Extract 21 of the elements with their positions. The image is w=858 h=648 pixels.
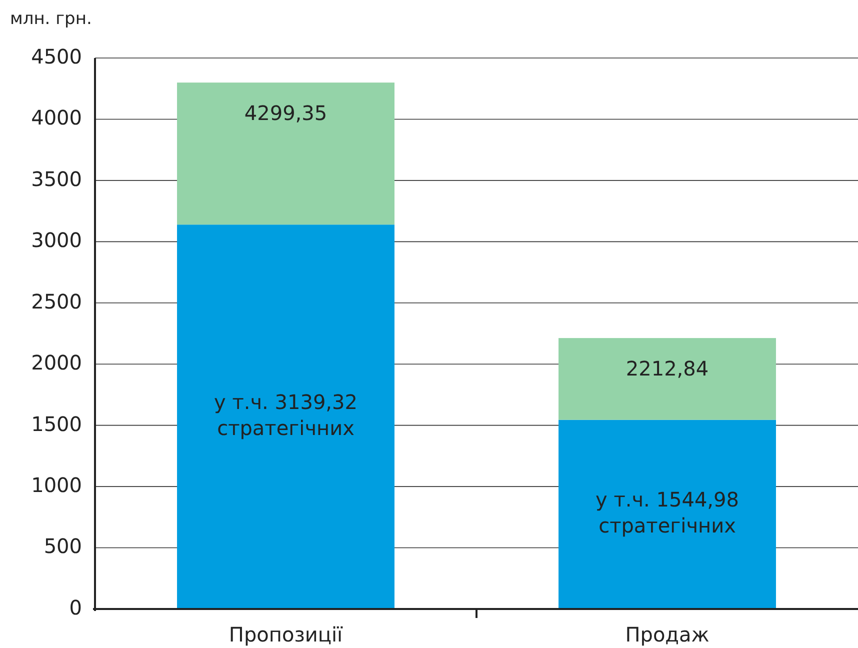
bar — [177, 224, 394, 609]
y-tick-label: 1000 — [31, 473, 82, 498]
x-tick-label: Пропозиції — [228, 622, 344, 646]
y-tick-label: 2500 — [31, 289, 82, 314]
total-label: 4299,35 — [244, 101, 328, 126]
y-tick-label: 1500 — [31, 412, 82, 436]
data-label: у т.ч. 1544,98 стратегічних — [596, 488, 739, 538]
bar — [558, 338, 776, 420]
bar — [558, 420, 776, 609]
y-tick-label: 3000 — [31, 228, 82, 252]
data-label: у т.ч. 3139,32 стратегічних — [214, 390, 358, 440]
y-tick-label: 2000 — [31, 350, 82, 375]
total-label: 2212,84 — [626, 356, 709, 381]
bar — [177, 82, 394, 225]
y-tick-label: 500 — [44, 534, 82, 558]
y-tick-label: 4500 — [31, 44, 82, 68]
y-tick-label: 0 — [69, 595, 82, 620]
y-axis-title: млн. грн. — [10, 9, 92, 29]
y-tick-label: 4000 — [31, 106, 82, 130]
x-tick-label: Продаж — [625, 622, 710, 646]
y-tick-label: 3500 — [31, 166, 82, 191]
